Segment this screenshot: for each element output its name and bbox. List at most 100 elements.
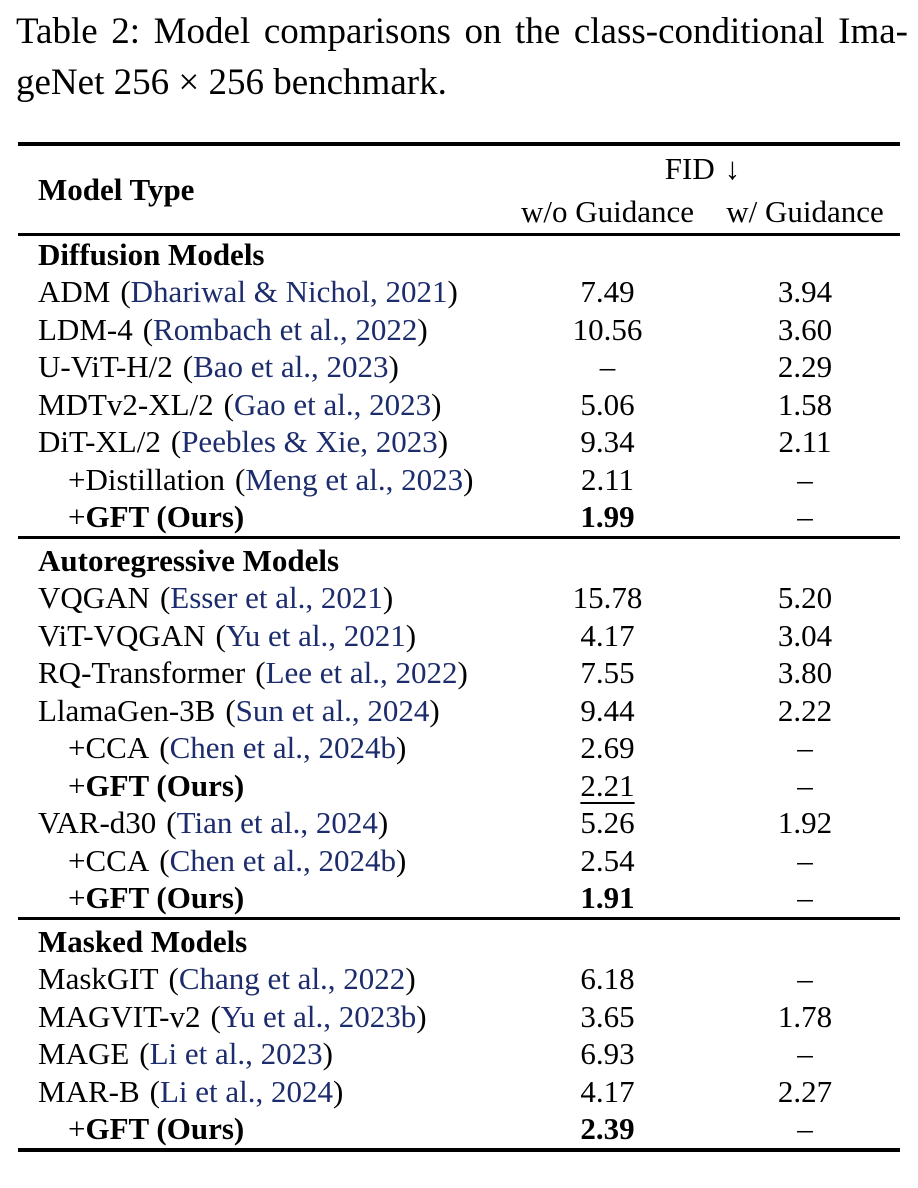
citation-link[interactable]: Bao et al., 2023 — [193, 349, 389, 385]
citation: (Chang et al., 2022) — [169, 961, 416, 996]
citation-open-paren: ( — [225, 692, 236, 728]
citation-link[interactable]: Sun et al., 2024 — [235, 692, 430, 728]
table-row: +GFT (Ours) 1.91 – — [18, 880, 900, 919]
fid-w-guidance-cell: – — [797, 961, 813, 997]
citation-open-paren: ( — [120, 274, 131, 310]
citation-close-paren: ) — [447, 274, 458, 310]
fid-w-guidance-cell: – — [797, 461, 813, 497]
citation: (Esser et al., 2021) — [160, 580, 393, 615]
table-row: +CCA (Chen et al., 2024b) 2.69– — [18, 730, 900, 768]
model-cell: U-ViT-H/2 (Bao et al., 2023) — [18, 349, 505, 387]
model-cell: ViT-VQGAN (Yu et al., 2021) — [18, 617, 505, 655]
section-header-row: Autoregressive Models — [18, 536, 901, 580]
citation-link[interactable]: Li et al., 2023 — [149, 1036, 323, 1072]
fid-wo-guidance-cell: 2.11 — [580, 461, 635, 497]
section-title: Diffusion Models — [38, 236, 265, 272]
citation-close-paren: ) — [396, 842, 407, 878]
model-cell: MAGVIT-v2 (Yu et al., 2023b) — [18, 998, 505, 1036]
table-row: RQ-Transformer (Lee et al., 2022) 7.55 3.80 — [18, 655, 900, 693]
fid-w-guidance-cell: 1.92 — [777, 805, 833, 841]
model-name: MAR-B — [38, 1073, 140, 1109]
plus-prefix: + — [68, 461, 86, 497]
citation-link[interactable]: Yu et al., 2023b — [220, 998, 417, 1034]
table-header: Model Type FID ↓ w/o Guidance w/ Guidance — [18, 144, 901, 235]
citation-open-paren: ( — [142, 311, 154, 347]
citation-open-paren: ( — [170, 424, 182, 460]
down-arrow-icon: ↓ — [724, 150, 741, 186]
model-cell: MAR-B (Li et al., 2024) — [18, 1073, 505, 1111]
citation-close-paren: ) — [463, 461, 474, 497]
plus-prefix: + — [68, 499, 86, 535]
model-name: GFT (Ours) — [85, 767, 245, 803]
model-cell: MAGE (Li et al., 2023) — [18, 1036, 505, 1074]
citation-open-paren: ( — [159, 730, 170, 766]
citation: (Li et al., 2024) — [150, 1074, 344, 1109]
citation-link[interactable]: Peebles & Xie, 2023 — [181, 424, 438, 460]
model-cell: +Distillation (Meng et al., 2023) — [18, 461, 505, 499]
model-name: GFT (Ours) — [85, 499, 245, 535]
table-row: +CCA (Chen et al., 2024b) 2.54– — [18, 842, 900, 880]
plus-prefix: + — [68, 1111, 86, 1147]
citation-link[interactable]: Gao et al., 2023 — [233, 386, 432, 422]
citation-link[interactable]: Lee et al., 2022 — [265, 655, 458, 691]
plus-prefix: + — [68, 842, 86, 878]
citation-link[interactable]: Rombach et al., 2022 — [153, 311, 418, 347]
fid-wo-guidance-cell: 1.99 — [580, 499, 635, 535]
citation-close-paren: ) — [405, 617, 417, 653]
citation-link[interactable]: Li et al., 2024 — [159, 1073, 334, 1109]
citation-link[interactable]: Chen et al., 2024b — [169, 730, 396, 766]
citation-close-paren: ) — [417, 311, 428, 347]
fid-w-guidance-cell: 5.20 — [777, 580, 833, 616]
citation-link[interactable]: Chang et al., 2022 — [178, 961, 406, 997]
fid-w-guidance-cell: 1.78 — [777, 998, 833, 1034]
model-cell: VQGAN (Esser et al., 2021) — [18, 580, 505, 618]
citation-close-paren: ) — [457, 655, 468, 691]
citation-link[interactable]: Dhariwal & Nichol, 2021 — [130, 274, 448, 310]
fid-wo-guidance-cell: 9.44 — [580, 692, 635, 728]
fid-wo-guidance-cell: – — [599, 349, 616, 385]
citation-link[interactable]: Esser et al., 2021 — [170, 580, 383, 616]
fid-wo-guidance-cell: 7.49 — [580, 274, 635, 310]
model-name: RQ-Transformer — [38, 655, 246, 691]
fid-w-guidance-cell: – — [797, 499, 813, 535]
citation-open-paren: ( — [159, 580, 171, 616]
citation-open-paren: ( — [168, 961, 179, 997]
table-row: MAGVIT-v2 (Yu et al., 2023b) 3.65 1.78 — [18, 998, 900, 1036]
results-table: Model Type FID ↓ w/o Guidance w/ Guidance… — [18, 142, 901, 1152]
model-cell: RQ-Transformer (Lee et al., 2022) — [18, 655, 505, 693]
citation-open-paren: ( — [234, 461, 246, 497]
citation-close-paren: ) — [388, 349, 399, 385]
model-name: GFT (Ours) — [85, 1111, 245, 1147]
model-cell: LDM-4 (Rombach et al., 2022) — [18, 311, 505, 349]
header-row-group: Model Type FID ↓ — [18, 144, 900, 207]
citation-link[interactable]: Meng et al., 2023 — [245, 461, 464, 497]
citation: (Meng et al., 2023) — [235, 462, 473, 497]
model-cell: +CCA (Chen et al., 2024b) — [18, 842, 505, 880]
fid-wo-guidance-cell: 9.34 — [580, 424, 635, 460]
fid-wo-guidance-cell: 15.78 — [572, 580, 643, 616]
model-name: ADM — [38, 274, 111, 310]
citation-close-paren: ) — [377, 805, 389, 841]
citation-close-paren: ) — [322, 1036, 333, 1072]
model-cell: +CCA (Chen et al., 2024b) — [18, 730, 505, 768]
section-header-row: Masked Models — [18, 917, 901, 961]
fid-w-guidance-cell: – — [797, 1111, 813, 1147]
model-name: GFT (Ours) — [85, 880, 245, 916]
citation-open-paren: ( — [159, 842, 170, 878]
table-caption: Table 2: Model comparisons on the class-… — [16, 6, 908, 108]
section-title: Masked Models — [18, 917, 901, 961]
citation-open-paren: ( — [223, 386, 234, 422]
citation-open-paren: ( — [210, 998, 221, 1034]
model-cell: DiT-XL/2 (Peebles & Xie, 2023) — [18, 424, 505, 462]
table-row: +Distillation (Meng et al., 2023) 2.11 – — [18, 461, 900, 499]
citation-link[interactable]: Tian et al., 2024 — [176, 805, 378, 841]
citation-link[interactable]: Chen et al., 2024b — [169, 842, 396, 878]
table-row: +GFT (Ours) 2.39 – — [18, 1111, 900, 1151]
table-row: U-ViT-H/2 (Bao et al., 2023) –2.29 — [18, 349, 900, 387]
fid-w-guidance-cell: – — [797, 767, 813, 803]
citation-close-paren: ) — [396, 730, 407, 766]
model-cell: ADM (Dhariwal & Nichol, 2021) — [18, 274, 505, 312]
citation-close-paren: ) — [382, 580, 394, 616]
citation-link[interactable]: Yu et al., 2021 — [225, 617, 406, 653]
citation: (Lee et al., 2022) — [255, 655, 468, 690]
